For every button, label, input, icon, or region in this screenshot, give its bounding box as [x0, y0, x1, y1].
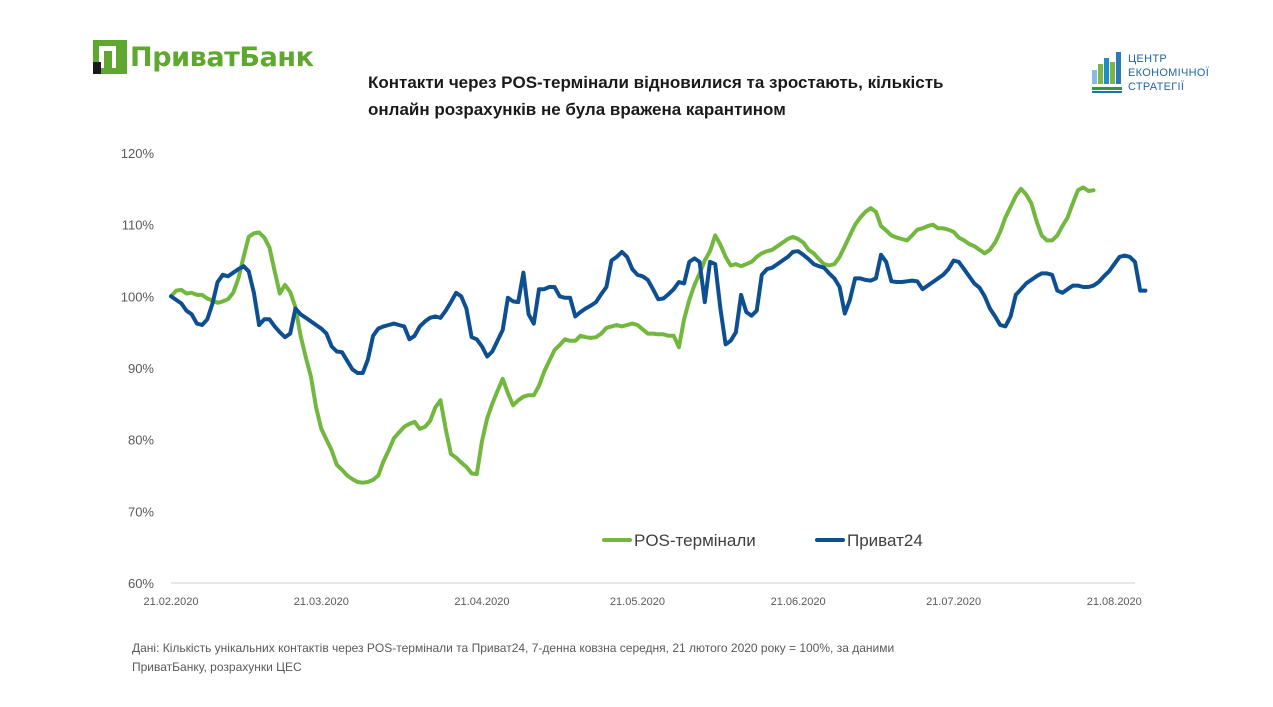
- legend-label: Приват24: [847, 531, 923, 550]
- privatbank-logo-icon: [93, 40, 127, 74]
- y-tick-label: 80%: [128, 433, 154, 448]
- ces-bars-icon: [1092, 52, 1122, 93]
- x-tick-label: 21.02.2020: [143, 596, 198, 608]
- x-tick-label: 21.05.2020: [610, 596, 665, 608]
- privatbank-logo-text: ПриватБанк: [130, 41, 314, 73]
- ces-line-3: СТРАТЕГІЇ: [1128, 81, 1185, 93]
- y-tick-label: 60%: [128, 576, 154, 591]
- x-tick-label: 21.03.2020: [294, 596, 349, 608]
- x-tick-label: 21.06.2020: [771, 596, 826, 608]
- source-note-line-2: ПриватБанку, розрахунки ЦЕС: [132, 660, 302, 674]
- ces-line-2: ЕКОНОМІЧНОЇ: [1128, 67, 1210, 79]
- x-tick-label: 21.08.2020: [1087, 596, 1142, 608]
- y-tick-label: 120%: [121, 146, 155, 161]
- chart-title-line-1: Контакти через POS-термінали відновилися…: [368, 73, 944, 92]
- privatbank-logo: ПриватБанк: [93, 40, 314, 74]
- y-tick-label: 70%: [128, 504, 154, 519]
- ces-logo-text: ЦЕНТР ЕКОНОМІЧНОЇ СТРАТЕГІЇ: [1128, 52, 1209, 94]
- series-line-pos: [169, 185, 1096, 485]
- y-tick-label: 110%: [122, 218, 155, 233]
- x-tick-label: 21.04.2020: [454, 596, 509, 608]
- ces-line-1: ЦЕНТР: [1128, 53, 1167, 65]
- source-note: Дані: Кількість унікальних контактів чер…: [132, 639, 952, 677]
- series-line-privat24: [169, 249, 1148, 375]
- x-tick-label: 21.07.2020: [926, 596, 981, 608]
- chart-title-line-2: онлайн розрахунків не була вражена каран…: [368, 100, 786, 119]
- legend-label: POS-термінали: [634, 531, 756, 550]
- chart-title: Контакти через POS-термінали відновилися…: [368, 69, 1008, 123]
- source-note-line-1: Дані: Кількість унікальних контактів чер…: [132, 641, 895, 655]
- y-tick-label: 100%: [121, 289, 155, 304]
- y-tick-label: 90%: [128, 361, 154, 376]
- ces-logo: ЦЕНТР ЕКОНОМІЧНОЇ СТРАТЕГІЇ: [1092, 52, 1209, 94]
